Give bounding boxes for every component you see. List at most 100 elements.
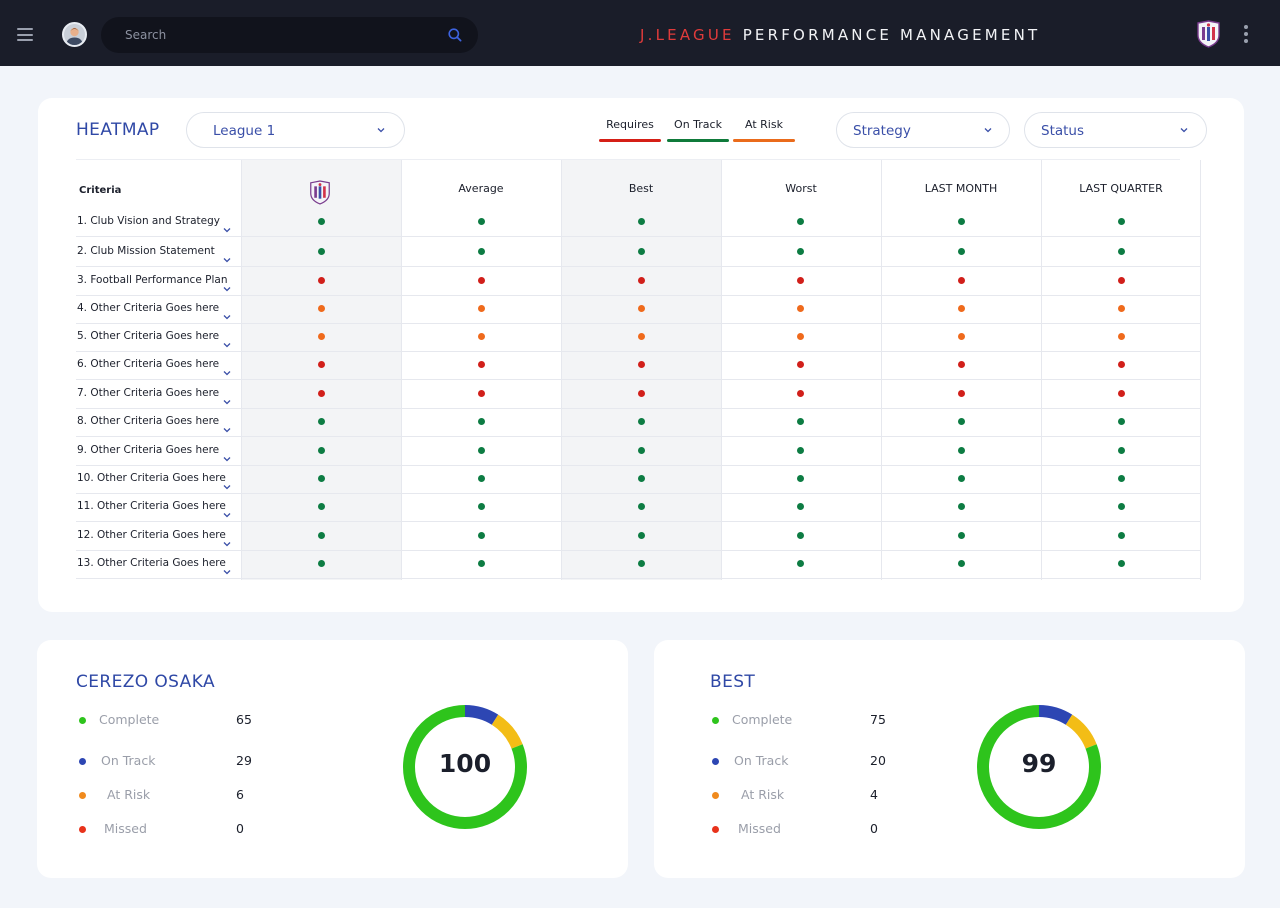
chevron-down-icon[interactable] [223,475,231,490]
status-select[interactable]: Status [1024,112,1207,148]
status-dot-green [957,247,965,255]
criteria-row-label[interactable]: 2. Club Mission Statement [77,245,215,257]
strategy-select-value: Strategy [853,123,911,139]
grid-row-divider [76,235,1200,237]
status-dot-green [796,474,804,482]
avatar[interactable] [62,22,87,47]
criteria-row-label[interactable]: 4. Other Criteria Goes here [77,302,220,314]
chevron-down-icon[interactable] [223,333,231,348]
chevron-down-icon[interactable] [223,418,231,433]
status-dot-orange [796,332,804,340]
chevron-down-icon [1180,128,1188,133]
chevron-down-icon[interactable] [223,361,231,376]
chevron-down-icon[interactable] [223,532,231,547]
legend-dot [712,758,719,765]
status-dot-green [796,531,804,539]
column-header-best: Best [628,182,654,195]
criteria-row-label[interactable]: 11. Other Criteria Goes here [77,500,226,512]
column-header-worst: Worst [785,182,817,195]
column-header-average: Average [458,182,504,195]
status-dot-orange [477,332,485,340]
league-select[interactable]: League 1 [186,112,405,148]
chevron-down-icon [377,128,385,133]
donut-total-value: 100 [438,749,492,778]
column-header-last-quarter: LAST QUARTER [1079,182,1163,195]
status-dot-green [637,559,645,567]
donut-chart [403,705,527,829]
status-dot-orange [317,304,325,312]
status-dot-red [637,389,645,397]
chevron-down-icon[interactable] [223,305,231,320]
stat-value: 0 [870,821,878,836]
status-dot-orange [957,332,965,340]
chevron-down-icon[interactable] [223,218,231,233]
grid-column-divider [721,160,722,580]
criteria-row-label[interactable]: 10. Other Criteria Goes here [77,472,226,484]
criteria-row-label[interactable]: 5. Other Criteria Goes here [77,330,220,342]
menu-icon[interactable] [17,28,33,41]
criteria-row-label[interactable]: 7. Other Criteria Goes here [77,387,220,399]
chevron-down-icon[interactable] [223,560,231,575]
status-dot-green [317,217,325,225]
search-icon[interactable] [447,27,463,43]
status-dot-red [957,360,965,368]
status-dot-green [637,417,645,425]
chevron-down-icon[interactable] [223,447,231,462]
strategy-select[interactable]: Strategy [836,112,1010,148]
chevron-down-icon[interactable] [223,277,231,292]
legend-dot [79,826,86,833]
search-bar [101,17,478,53]
club-crest-icon[interactable] [1196,20,1221,48]
status-dot-red [637,360,645,368]
status-dot-green [477,502,485,510]
status-dot-orange [637,332,645,340]
chevron-down-icon[interactable] [223,503,231,518]
status-dot-red [477,360,485,368]
status-dot-green [317,502,325,510]
chevron-down-icon[interactable] [223,390,231,405]
criteria-row-label[interactable]: 1. Club Vision and Strategy [77,215,221,227]
status-dot-orange [957,304,965,312]
donut-segment [977,705,1101,829]
chevron-down-icon[interactable] [223,248,231,263]
chevron-down-icon [984,128,992,133]
status-dot-red [317,360,325,368]
status-dot-red [796,389,804,397]
legend-requires-label: Requires [606,118,654,131]
status-dot-green [796,559,804,567]
status-dot-green [1117,559,1125,567]
stat-value: 0 [236,821,244,836]
summary-title: BEST [710,672,756,692]
status-dot-green [637,474,645,482]
grid-column-divider [241,160,242,580]
status-dot-green [477,531,485,539]
stat-value: 20 [870,753,886,768]
criteria-row-label[interactable]: 3. Football Performance Plan [77,274,228,286]
status-dot-green [957,217,965,225]
status-dot-red [1117,389,1125,397]
criteria-row-label[interactable]: 9. Other Criteria Goes here [77,444,220,456]
donut-segment [403,705,527,829]
legend-on-track-label: On Track [674,118,722,131]
status-dot-green [796,217,804,225]
status-dot-green [1117,446,1125,454]
status-dot-orange [1117,304,1125,312]
legend-dot [712,792,719,799]
stat-label: On Track [101,753,156,768]
status-dot-green [637,217,645,225]
legend-at-risk: At Risk [733,118,795,142]
stat-value: 65 [236,712,252,727]
more-options-icon[interactable] [1243,25,1249,43]
criteria-row-label[interactable]: 12. Other Criteria Goes here [77,529,226,541]
grid-column-divider [1200,160,1201,580]
stat-label: On Track [734,753,789,768]
criteria-row-label[interactable]: 6. Other Criteria Goes here [77,358,220,370]
stat-label: Missed [738,821,781,836]
status-dot-red [957,276,965,284]
criteria-row-label[interactable]: 8. Other Criteria Goes here [77,415,220,427]
status-dot-green [957,559,965,567]
donut-total-value: 99 [1021,749,1057,778]
criteria-row-label[interactable]: 13. Other Criteria Goes here [77,557,226,569]
grid-column-divider [401,160,402,580]
search-input[interactable] [125,17,435,53]
